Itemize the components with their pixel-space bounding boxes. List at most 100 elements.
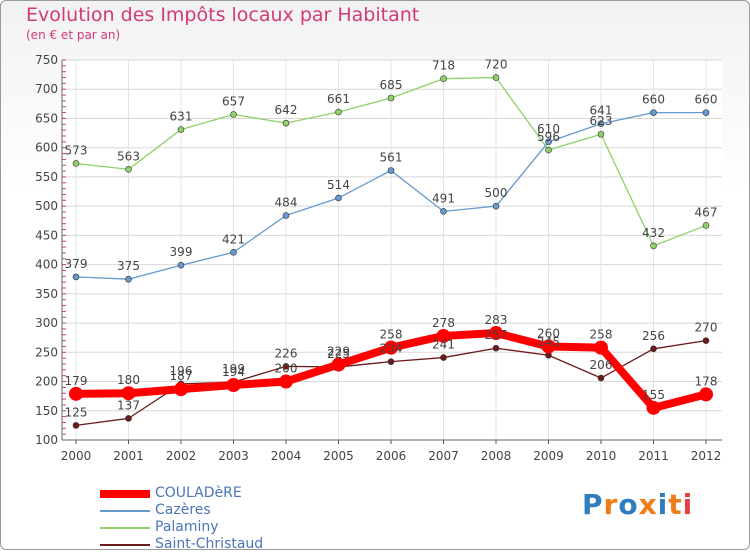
- data-point: [174, 382, 188, 397]
- data-point: [282, 212, 290, 219]
- data-point: [226, 378, 241, 393]
- logo-letter: r: [603, 488, 619, 521]
- data-point: [492, 74, 500, 81]
- data-label: 137: [117, 398, 140, 412]
- chart-subtitle: (en € et par an): [26, 28, 121, 42]
- data-label: 563: [117, 149, 140, 163]
- y-tick-label: 350: [35, 287, 58, 301]
- data-label: 661: [327, 92, 350, 106]
- legend-item-saint-christaud: Saint-Christaud: [100, 536, 360, 553]
- data-label: 561: [380, 150, 403, 164]
- data-label: 180: [117, 373, 140, 387]
- data-label: 258: [380, 328, 403, 342]
- data-point: [545, 146, 552, 154]
- data-label: 256: [642, 329, 665, 343]
- y-tick-label: 200: [35, 375, 58, 389]
- x-tick-label: 2005: [323, 449, 354, 463]
- x-tick-label: 2007: [428, 449, 459, 463]
- data-label: 199: [222, 362, 245, 376]
- data-labels: 179 180 187 194 200 229 258 278 283 260 258 155 178 3…: [65, 58, 718, 420]
- logo-letter: i: [657, 488, 669, 521]
- data-label: 241: [432, 338, 455, 352]
- logo-letter: P: [582, 488, 604, 521]
- data-label: 226: [275, 346, 298, 360]
- data-label: 200: [275, 362, 298, 376]
- data-label: 229: [327, 345, 350, 359]
- logo-letter: o: [618, 488, 639, 521]
- data-point: [492, 344, 500, 352]
- data-point: [597, 374, 605, 382]
- data-point: [541, 339, 556, 354]
- proxiti-logo: Proxiti: [582, 488, 693, 521]
- data-point: [177, 261, 185, 269]
- data-label: 178: [695, 374, 718, 388]
- data-label: 484: [275, 196, 298, 210]
- x-tick-label: 2010: [586, 449, 617, 463]
- data-label: 206: [590, 358, 613, 372]
- data-point: [702, 222, 710, 229]
- data-label: 610: [537, 122, 560, 136]
- data-label: 573: [65, 143, 88, 157]
- data-label: 194: [222, 365, 245, 379]
- data-point: [702, 109, 710, 116]
- data-label: 234: [380, 342, 403, 356]
- data-label: 720: [485, 58, 508, 72]
- data-point: [72, 422, 80, 429]
- data-label: 257: [485, 328, 508, 342]
- legend-swatch: [100, 544, 150, 546]
- data-point: [282, 119, 290, 127]
- legend-label: Cazères: [155, 502, 211, 518]
- data-label: 500: [485, 186, 508, 200]
- legend: COULADèRE Cazères Palaminy Saint-Christa…: [100, 485, 360, 553]
- data-label: 155: [642, 388, 665, 402]
- logo-letter: x: [638, 488, 658, 521]
- data-label: 623: [590, 114, 613, 128]
- y-tick-label: 100: [35, 433, 58, 447]
- data-label: 278: [432, 316, 455, 330]
- data-point: [384, 340, 398, 355]
- data-point: [335, 194, 342, 202]
- legend-swatch: [100, 527, 150, 529]
- data-point: [492, 202, 500, 210]
- data-label: 641: [590, 104, 613, 118]
- data-point: [650, 242, 657, 250]
- x-tick-label: 2002: [166, 449, 197, 463]
- data-point: [125, 275, 132, 283]
- data-label: 179: [65, 374, 88, 388]
- data-label: 379: [65, 257, 88, 271]
- data-label: 631: [170, 110, 193, 124]
- legend-swatch: [100, 510, 150, 512]
- data-label: 491: [432, 191, 455, 205]
- data-point: [177, 126, 185, 133]
- data-point: [125, 166, 132, 173]
- data-label: 245: [537, 335, 560, 349]
- x-tick-label: 2006: [376, 449, 407, 463]
- data-label: 196: [170, 364, 193, 378]
- data-point: [331, 357, 346, 372]
- data-label: 125: [65, 405, 88, 419]
- data-point: [230, 111, 237, 118]
- data-point: [440, 354, 447, 361]
- legend-label: Saint-Christaud: [155, 536, 264, 552]
- data-point: [545, 138, 552, 146]
- data-label: 467: [695, 205, 718, 219]
- data-point: [699, 387, 713, 402]
- legend-swatch: [100, 490, 150, 498]
- logo-letter: t: [668, 488, 683, 521]
- x-tick-label: 2001: [113, 449, 144, 463]
- data-label: 225: [327, 347, 350, 361]
- data-label: 660: [642, 93, 665, 107]
- y-tick-label: 600: [35, 141, 58, 155]
- legend-label: Palaminy: [155, 519, 219, 535]
- data-label: 642: [275, 103, 298, 117]
- x-tick-label: 2004: [271, 449, 302, 463]
- data-label: 660: [695, 93, 718, 107]
- y-tick-label: 250: [35, 345, 58, 359]
- x-tick-label: 2009: [533, 449, 564, 463]
- axes: 100 150 200 250 300 350 400 450 500 550 600 650 700 7…: [35, 53, 722, 463]
- data-label: 399: [170, 245, 193, 259]
- data-point: [72, 160, 80, 167]
- y-tick-label: 700: [35, 82, 58, 96]
- plot-area: [62, 60, 722, 440]
- data-label: 283: [485, 313, 508, 327]
